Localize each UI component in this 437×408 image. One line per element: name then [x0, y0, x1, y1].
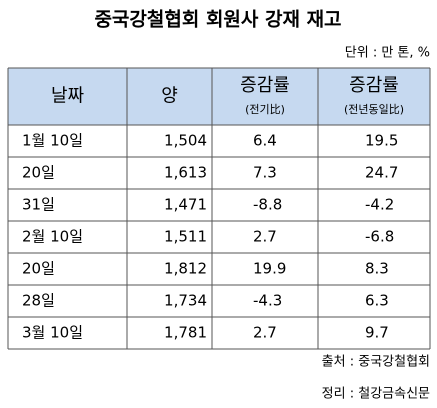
table-cell: 6.4: [253, 132, 277, 150]
column-subheader: (전기比): [245, 103, 285, 116]
table-cell: 2월 10일: [22, 228, 83, 246]
table-cell: 1,504: [164, 132, 207, 150]
title: 중국강철협회 회원사 강재 재고: [94, 9, 341, 31]
unit-note: 단위 : 만 톤, %: [345, 46, 430, 61]
table-cell: 2.7: [253, 324, 277, 342]
table-cell: 31일: [22, 196, 55, 214]
header-background: [8, 68, 430, 125]
table-cell: 7.3: [253, 164, 277, 182]
table-cell: 20일: [22, 164, 55, 182]
column-header: 증감률: [240, 75, 290, 96]
table-cell: 24.7: [365, 164, 398, 182]
table-cell: 1,812: [164, 260, 207, 278]
editor-note: 정리 : 철강금속신문: [322, 387, 430, 402]
column-header: 증감률: [349, 75, 399, 96]
table-cell: 1월 10일: [22, 132, 83, 150]
source-note: 출처 : 중국강철협회: [322, 355, 430, 370]
table-cell: 28일: [22, 292, 55, 310]
table-cell: 2.7: [253, 228, 277, 246]
column-subheader: (전년동일比): [344, 102, 404, 116]
table-cell: 9.7: [365, 324, 389, 342]
table-cell: 3월 10일: [22, 324, 83, 342]
column-header: 날짜: [51, 86, 85, 107]
table-cell: 1,511: [164, 228, 207, 246]
table-cell: 19.9: [253, 260, 286, 278]
table-cell: 8.3: [365, 260, 389, 278]
table-cell: 1,734: [164, 292, 207, 310]
table-cell: -4.3: [253, 292, 282, 310]
table-cell: 6.3: [365, 292, 389, 310]
table-cell: -4.2: [365, 196, 394, 214]
column-header: 양: [161, 86, 178, 107]
table-cell: 1,781: [164, 324, 207, 342]
table-cell: 1,613: [164, 164, 207, 182]
table-cell: -6.8: [365, 228, 394, 246]
table-cell: 19.5: [365, 132, 398, 150]
table-cell: 20일: [22, 260, 55, 278]
table-cell: -8.8: [253, 196, 282, 214]
table-cell: 1,471: [164, 196, 207, 214]
